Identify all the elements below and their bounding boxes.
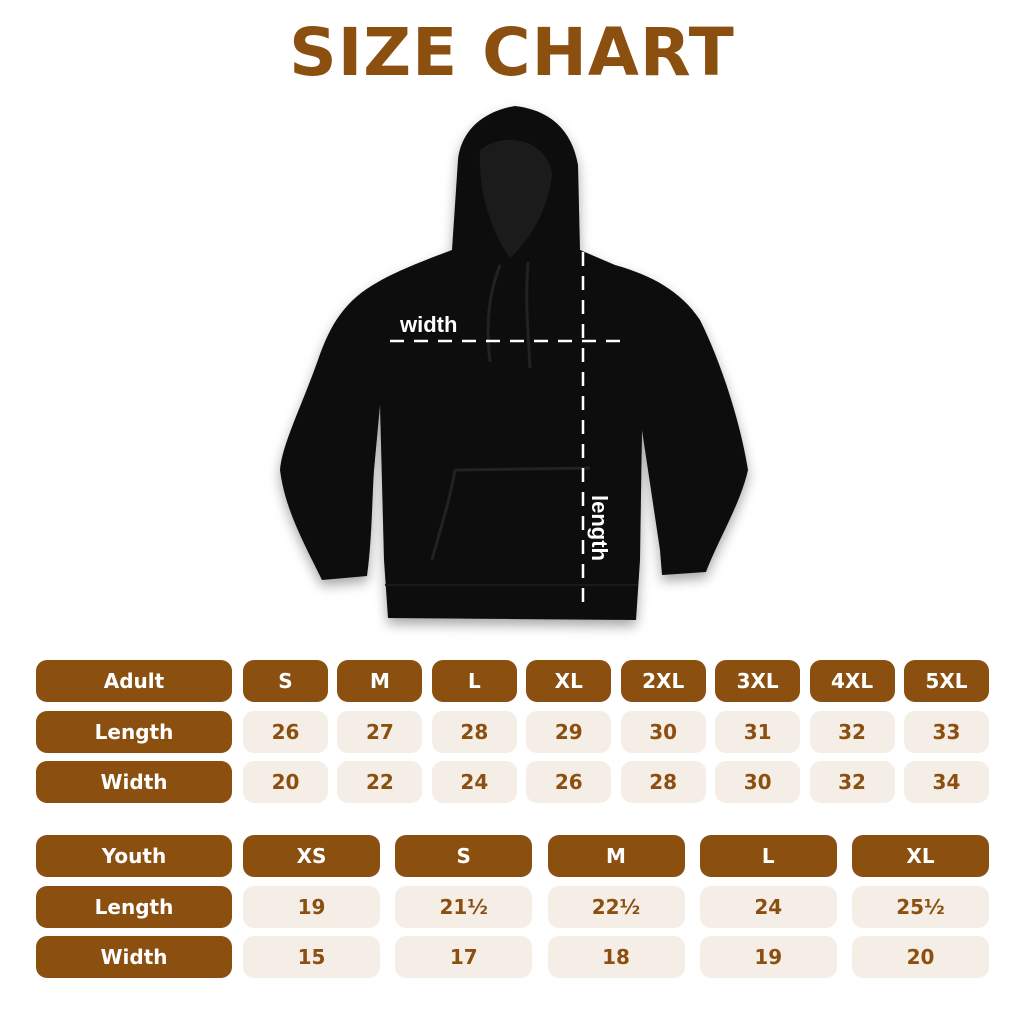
row-values: 19 21½ 22½ 24 25½ [243, 885, 989, 928]
table-row-width: Width 20 22 24 26 28 30 32 34 [36, 761, 989, 803]
length-label: length [587, 495, 612, 561]
size-header-3xl: 3XL [715, 660, 801, 702]
youth-size-table: Youth XS S M L XL Length 19 21½ 22½ 24 25½ Width 15 17… [36, 835, 989, 987]
measurement-cell: 18 [547, 936, 685, 978]
measurement-cell: 26 [526, 761, 612, 803]
size-header-s: S [243, 660, 328, 702]
page-title: SIZE CHART [289, 14, 735, 91]
table-row-width: Width 15 17 18 19 20 [36, 936, 989, 978]
size-header-4xl: 4XL [809, 660, 895, 702]
size-header-l: L [699, 835, 837, 877]
table-header-row: Adult S M L XL 2XL 3XL 4XL 5XL [36, 660, 989, 702]
measurement-cell: 30 [715, 761, 801, 803]
row-values: 20 22 24 26 28 30 32 34 [243, 761, 989, 803]
measurement-cell: 24 [431, 761, 517, 803]
table-group-label: Youth [36, 835, 232, 877]
measurement-cell: 20 [852, 936, 989, 978]
measurement-cell: 29 [526, 710, 612, 753]
measurement-cell: 22 [337, 761, 423, 803]
hoodie-image: width length [280, 106, 748, 620]
measurement-cell: 33 [903, 710, 989, 753]
measurement-cell: 26 [243, 710, 328, 753]
size-header-m: M [547, 835, 685, 877]
table-group-label: Adult [36, 660, 232, 702]
size-header-xl: XL [852, 835, 989, 877]
row-label: Length [36, 710, 232, 753]
measurement-cell: 28 [431, 710, 517, 753]
measurement-cell: 31 [715, 710, 801, 753]
size-header-m: M [337, 660, 423, 702]
adult-size-table: Adult S M L XL 2XL 3XL 4XL 5XL Length 26 27 28 29 30 31… [36, 660, 989, 812]
hoodie-body [280, 106, 748, 620]
size-header-xs: XS [243, 835, 380, 877]
size-header-xl: XL [526, 660, 612, 702]
measurement-cell: 25½ [852, 885, 989, 928]
measurement-cell: 32 [809, 761, 895, 803]
row-label: Width [36, 936, 232, 978]
measurement-cell: 15 [243, 936, 380, 978]
size-header-2xl: 2XL [620, 660, 706, 702]
measurement-cell: 20 [243, 761, 328, 803]
row-label: Width [36, 761, 232, 803]
measurement-cell: 30 [620, 710, 706, 753]
size-headers: S M L XL 2XL 3XL 4XL 5XL [243, 660, 989, 702]
size-headers: XS S M L XL [243, 835, 989, 877]
measurement-cell: 17 [395, 936, 533, 978]
measurement-cell: 28 [620, 761, 706, 803]
row-values: 26 27 28 29 30 31 32 33 [243, 710, 989, 753]
measurement-cell: 24 [699, 885, 837, 928]
size-header-s: S [395, 835, 533, 877]
measurement-cell: 19 [243, 885, 380, 928]
table-row-length: Length 19 21½ 22½ 24 25½ [36, 885, 989, 928]
measurement-cell: 22½ [547, 885, 685, 928]
row-values: 15 17 18 19 20 [243, 936, 989, 978]
measurement-cell: 34 [903, 761, 989, 803]
measurement-cell: 27 [337, 710, 423, 753]
measurement-cell: 21½ [395, 885, 533, 928]
width-label: width [399, 312, 457, 337]
row-label: Length [36, 885, 232, 928]
size-header-5xl: 5XL [903, 660, 989, 702]
measurement-cell: 19 [699, 936, 837, 978]
measurement-cell: 32 [809, 710, 895, 753]
size-header-l: L [431, 660, 517, 702]
table-header-row: Youth XS S M L XL [36, 835, 989, 877]
table-row-length: Length 26 27 28 29 30 31 32 33 [36, 710, 989, 753]
